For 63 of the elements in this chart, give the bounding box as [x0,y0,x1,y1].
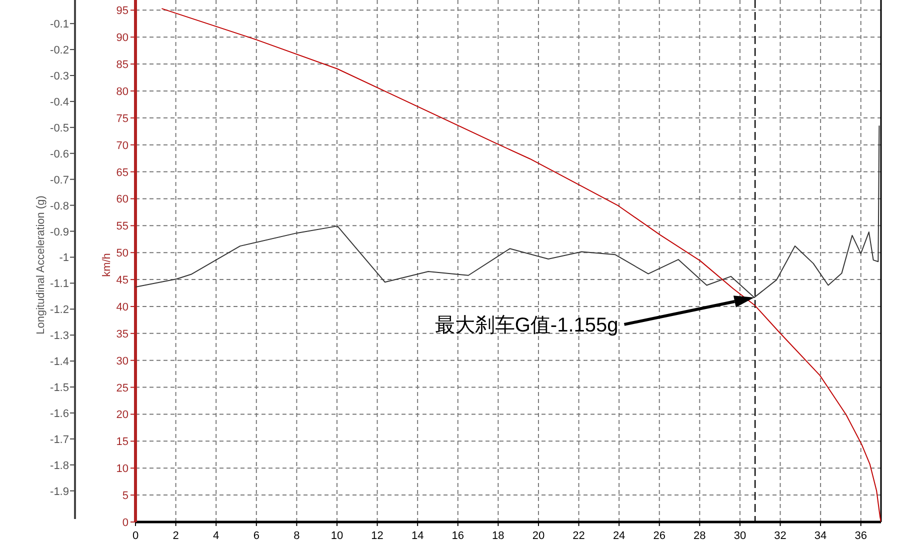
y-tick-label: -0.5 [50,122,69,134]
x-tick-label: 32 [774,530,786,542]
annotation: 最大刹车G值-1.155g [434,296,754,336]
y2-tick-label: 10 [116,463,128,476]
y-axis-title: Longitudinal Acceleration (g) [35,196,47,334]
x-tick-label: 10 [330,530,344,542]
y-tick-label: -1.9 [50,486,69,498]
x-tick-label: 30 [734,530,746,542]
x-tick-label: 8 [294,530,300,542]
x-tick-label: 12 [371,530,384,542]
y-tick-label: -1.1 [50,278,69,290]
y-tick-label: -0.8 [50,200,69,212]
y-tick-label: -1.4 [50,356,69,368]
y-tick-label: -0.7 [50,174,69,186]
x-tick-label: 18 [492,530,504,542]
y2-tick-label: 65 [116,166,128,179]
y2-tick-label: 60 [116,194,128,206]
y2-tick-label: 90 [116,32,128,44]
x-tick-label: 34 [814,530,827,542]
y-tick-label: -0.6 [50,148,69,160]
x-tick-label: 26 [653,530,666,542]
y2-tick-label: 5 [122,490,128,502]
y2-tick-label: 40 [116,301,128,314]
x-tick-label: 6 [253,530,260,542]
y2-tick-label: 45 [116,274,128,287]
y-tick-label: -0.3 [50,70,69,82]
x-tick-label: 24 [612,530,626,542]
y2-axis-title: km/h [101,253,113,277]
line-series [161,8,881,522]
y-tick-label: -0.4 [50,96,69,108]
y-tick-label: -0.9 [50,226,69,238]
y2-tick-label: 30 [116,355,128,368]
y2-tick-label: 35 [116,328,128,340]
y-tick-label: -1.3 [50,330,69,342]
y2-tick-label: 75 [116,112,128,125]
y2-tick-label: 95 [116,5,128,18]
x-tick-label: 22 [572,530,585,542]
y-tick-label: -1.7 [50,434,69,446]
x-tick-label: 20 [532,530,545,542]
y2-tick-label: 0 [122,517,128,529]
x-tick-label: 36 [854,530,867,542]
y-tick-label: -1.2 [50,304,69,316]
y2-tick-label: 70 [116,140,128,152]
y-tick-label: -1 [59,252,69,264]
y-tick-label: -0.2 [50,44,69,57]
y-tick-label: -1.5 [50,382,69,394]
y-tick-label: -0.1 [50,18,69,31]
y2-tick-label: 85 [116,59,128,72]
y2-tick-label: 55 [116,220,128,233]
y2-tick-label: 20 [116,409,128,422]
y2-tick-label: 80 [116,86,128,98]
x-tick-label: 2 [172,530,179,542]
x-tick-label: 0 [132,530,139,542]
x-tick-label: 28 [694,530,706,542]
annotation: 最大刹车G值-1.155g [434,314,618,336]
y2-tick-label: 15 [116,436,128,448]
y2-tick-label: 25 [116,382,128,394]
x-tick-label: 16 [452,530,464,542]
x-tick-label: 4 [213,530,220,542]
y2-tick-label: 50 [116,248,128,260]
x-tick-label: 14 [411,530,424,542]
y-tick-label: -1.6 [50,408,69,420]
y-tick-label: -1.8 [50,460,69,472]
